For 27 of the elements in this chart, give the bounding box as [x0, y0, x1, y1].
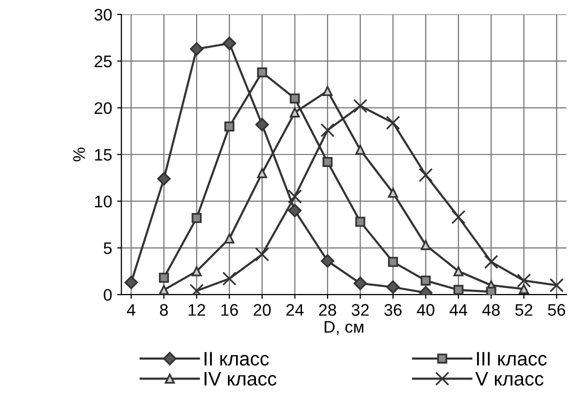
legend-label: II класс — [204, 352, 269, 366]
x-tick-label: 52 — [515, 304, 532, 316]
y-tick-label: 15 — [95, 149, 112, 161]
x-tick-label: 28 — [319, 304, 336, 316]
legend-label: V класс — [475, 372, 544, 386]
y-tick-label: 30 — [94, 8, 112, 21]
x-tick-label: 44 — [450, 304, 468, 316]
x-tick-label: 32 — [352, 304, 369, 316]
x-tick-label: 20 — [254, 304, 271, 316]
x-tick-label: 12 — [188, 304, 206, 316]
x-tick-label: 24 — [286, 304, 304, 316]
x-axis-title: D, см — [324, 321, 364, 335]
y-tick-label: 0 — [104, 288, 112, 301]
legend-label: III класс — [477, 352, 547, 366]
x-tick-label: 36 — [384, 304, 402, 316]
y-axis-title: % — [73, 148, 85, 162]
x-tick-label: 4 — [126, 304, 136, 316]
x-tick-label: 8 — [160, 304, 168, 316]
x-tick-label: 56 — [548, 304, 566, 316]
legend-label: IV класс — [204, 372, 276, 386]
x-tick-label: 16 — [221, 304, 238, 316]
y-tick-label: 25 — [94, 56, 112, 68]
x-tick-label: 40 — [416, 304, 434, 316]
y-tick-label: 10 — [95, 196, 112, 208]
x-tick-label: 48 — [482, 304, 500, 316]
y-tick-label: 5 — [104, 242, 112, 254]
y-tick-label: 20 — [94, 102, 112, 114]
